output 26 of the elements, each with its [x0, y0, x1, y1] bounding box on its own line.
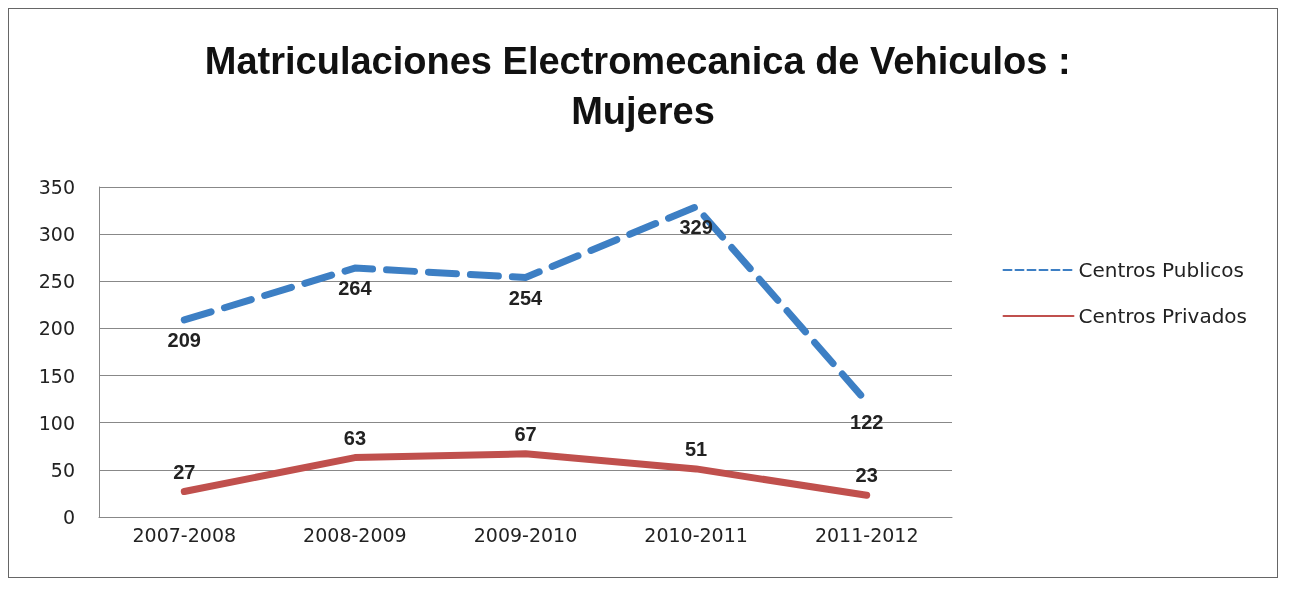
- data-label: 23: [855, 464, 878, 487]
- y-tick-label: 350: [38, 176, 75, 198]
- data-label: 63: [343, 426, 367, 449]
- data-label: 122: [850, 410, 884, 433]
- x-tick-label: 2009-2010: [473, 523, 578, 546]
- data-label: 264: [338, 277, 373, 300]
- data-label: 209: [167, 328, 201, 351]
- y-tick-label: 250: [38, 270, 75, 293]
- data-label: 254: [508, 286, 544, 309]
- y-tick-label: 200: [38, 317, 75, 340]
- data-label: 27: [173, 460, 196, 483]
- data-label: 329: [679, 215, 713, 238]
- legend-label: Centros Privados: [1078, 304, 1247, 328]
- x-tick-label: 2007-2008: [132, 523, 237, 546]
- y-tick-label: 300: [38, 223, 75, 246]
- x-tick-label: 2008-2009: [303, 523, 407, 546]
- chart-title: Matriculaciones Electromecanica de Vehiculos : Mujeres: [204, 40, 1082, 132]
- x-tick-label: 2011-2012: [814, 523, 919, 546]
- data-label: 67: [514, 422, 537, 445]
- legend-label: Centros Publicos: [1078, 258, 1244, 282]
- x-tick-label: 2010-2011: [644, 523, 748, 546]
- y-tick-label: 100: [38, 411, 75, 434]
- y-tick-label: 150: [38, 364, 75, 387]
- y-tick-label: 0: [62, 506, 75, 528]
- data-label: 51: [684, 437, 708, 460]
- y-tick-label: 50: [50, 458, 75, 481]
